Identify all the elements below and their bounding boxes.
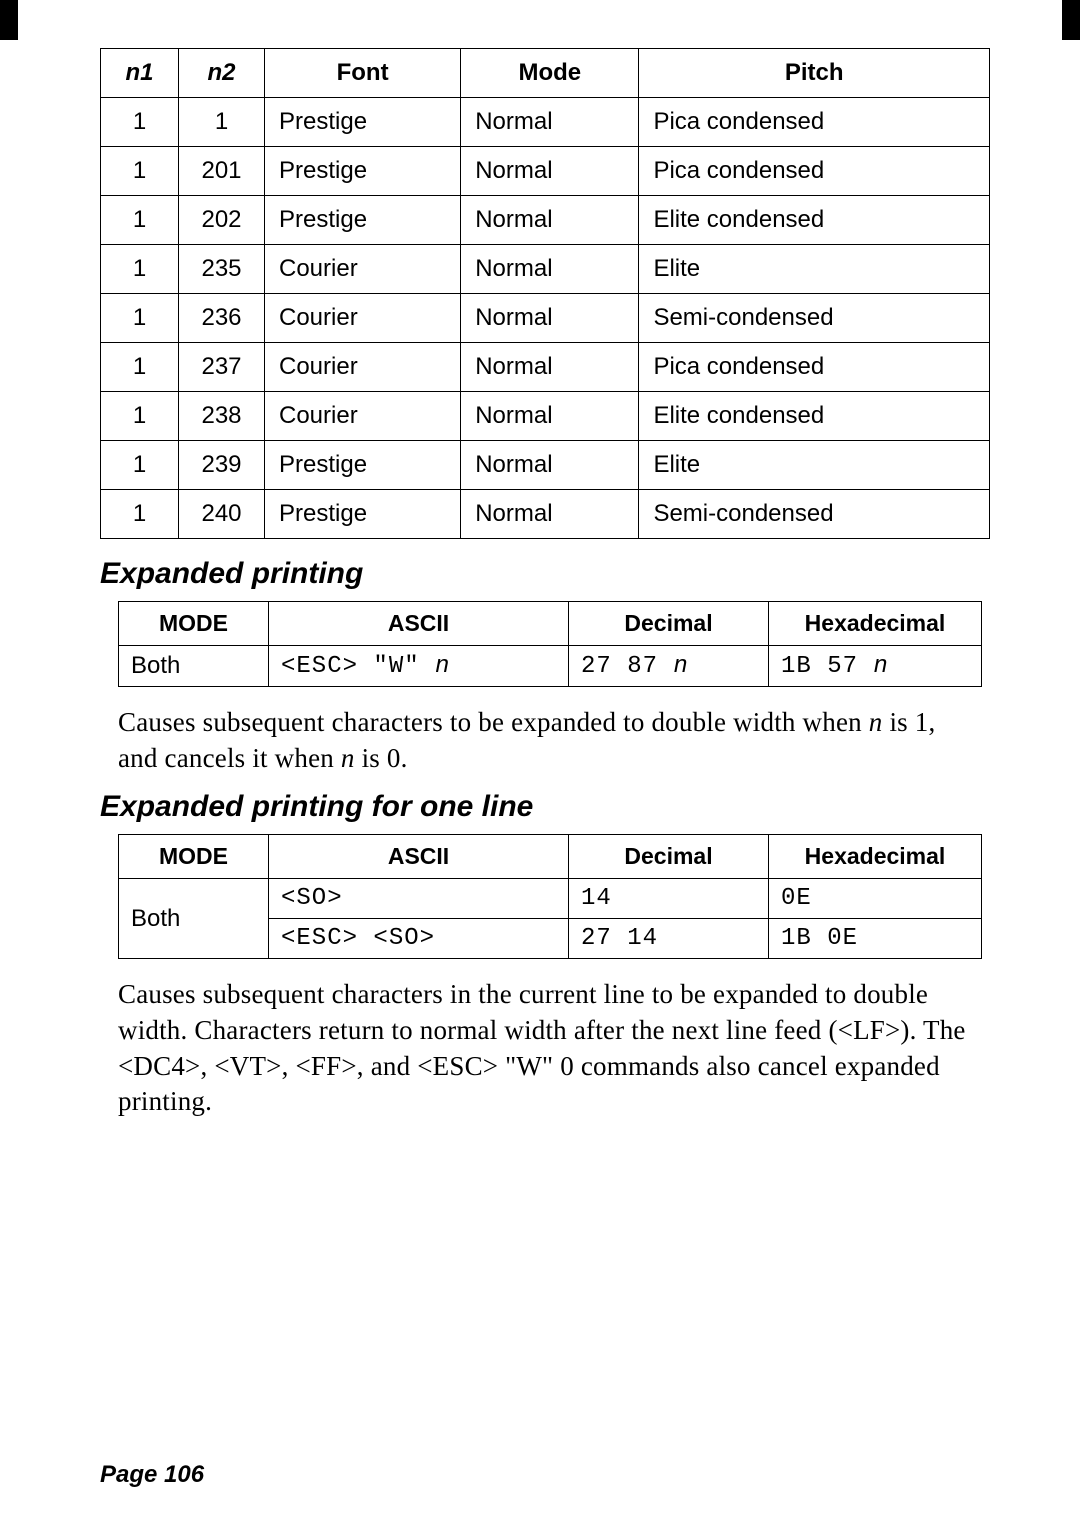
cell: Semi-condensed [639, 294, 990, 343]
cell: Pica condensed [639, 147, 990, 196]
cell-ascii: <SO> [269, 879, 569, 919]
col-n2: n2 [179, 49, 265, 98]
cell-hex: 1B 57 n [769, 646, 982, 687]
col-font: Font [265, 49, 461, 98]
cell-decimal: 14 [569, 879, 769, 919]
cell: Normal [461, 294, 639, 343]
cell: Normal [461, 245, 639, 294]
page-number: Page 106 [100, 1461, 204, 1489]
cell: Elite [639, 441, 990, 490]
col-hex: Hexadecimal [769, 602, 982, 646]
cell: Normal [461, 343, 639, 392]
decorative-edge-left [0, 0, 18, 40]
cell: 201 [179, 147, 265, 196]
cell: Courier [265, 343, 461, 392]
table-row: Both <ESC> "W" n 27 87 n 1B 57 n [119, 646, 982, 687]
cell-decimal: 27 87 n [569, 646, 769, 687]
cell: Normal [461, 490, 639, 539]
cell: 202 [179, 196, 265, 245]
font-mode-table: n1 n2 Font Mode Pitch 11PrestigeNormalPi… [100, 48, 990, 539]
cell: 1 [101, 343, 179, 392]
cell: 1 [101, 441, 179, 490]
cell: 237 [179, 343, 265, 392]
col-mode: Mode [461, 49, 639, 98]
expanded-printing-one-line-description: Causes subsequent characters in the curr… [118, 977, 972, 1120]
table-header-row: MODE ASCII Decimal Hexadecimal [119, 835, 982, 879]
cell: 1 [101, 196, 179, 245]
table-row: 1236CourierNormalSemi-condensed [101, 294, 990, 343]
col-mode: MODE [119, 835, 269, 879]
cell-decimal: 27 14 [569, 919, 769, 959]
col-n1: n1 [101, 49, 179, 98]
cell: Elite [639, 245, 990, 294]
expanded-printing-description: Causes subsequent characters to be expan… [118, 705, 972, 776]
cell-ascii: <ESC> <SO> [269, 919, 569, 959]
col-mode: MODE [119, 602, 269, 646]
table-row: 1237CourierNormalPica condensed [101, 343, 990, 392]
cell: Prestige [265, 441, 461, 490]
cell: 239 [179, 441, 265, 490]
heading-expanded-printing: Expanded printing [100, 557, 990, 591]
col-hex: Hexadecimal [769, 835, 982, 879]
cell-mode: Both [119, 646, 269, 687]
cell: Normal [461, 392, 639, 441]
cell: Prestige [265, 196, 461, 245]
cell-ascii: <ESC> "W" n [269, 646, 569, 687]
cell-mode: Both [119, 879, 269, 959]
cell: 240 [179, 490, 265, 539]
cell: 1 [101, 147, 179, 196]
col-pitch: Pitch [639, 49, 990, 98]
cell: 238 [179, 392, 265, 441]
cell: 1 [179, 98, 265, 147]
cell: 1 [101, 392, 179, 441]
cell: Prestige [265, 98, 461, 147]
col-ascii: ASCII [269, 835, 569, 879]
cell: Semi-condensed [639, 490, 990, 539]
cell: 1 [101, 294, 179, 343]
cell: Pica condensed [639, 343, 990, 392]
table-row: 1202PrestigeNormalElite condensed [101, 196, 990, 245]
cell: Elite condensed [639, 392, 990, 441]
cell: Normal [461, 441, 639, 490]
cell-hex: 1B 0E [769, 919, 982, 959]
cell: Normal [461, 147, 639, 196]
table-header-row: MODE ASCII Decimal Hexadecimal [119, 602, 982, 646]
expanded-printing-table: MODE ASCII Decimal Hexadecimal Both <ESC… [118, 601, 982, 687]
col-ascii: ASCII [269, 602, 569, 646]
expanded-printing-one-line-table: MODE ASCII Decimal Hexadecimal Both <SO>… [118, 834, 982, 959]
table-row: 1235CourierNormalElite [101, 245, 990, 294]
cell: 235 [179, 245, 265, 294]
table-row: 1238CourierNormalElite condensed [101, 392, 990, 441]
cell: Normal [461, 196, 639, 245]
table-row: 11PrestigeNormalPica condensed [101, 98, 990, 147]
cell: 1 [101, 98, 179, 147]
table-header-row: n1 n2 Font Mode Pitch [101, 49, 990, 98]
cell: 1 [101, 490, 179, 539]
cell: Normal [461, 98, 639, 147]
table-row: 1201PrestigeNormalPica condensed [101, 147, 990, 196]
cell: Courier [265, 392, 461, 441]
cell: Courier [265, 245, 461, 294]
col-decimal: Decimal [569, 835, 769, 879]
decorative-edge-right [1062, 0, 1080, 40]
cell-hex: 0E [769, 879, 982, 919]
table-row: 1240PrestigeNormalSemi-condensed [101, 490, 990, 539]
col-decimal: Decimal [569, 602, 769, 646]
cell: Pica condensed [639, 98, 990, 147]
cell: Prestige [265, 147, 461, 196]
table-row: 1239PrestigeNormalElite [101, 441, 990, 490]
cell: 236 [179, 294, 265, 343]
heading-expanded-printing-one-line: Expanded printing for one line [100, 790, 990, 824]
cell: Courier [265, 294, 461, 343]
cell: Prestige [265, 490, 461, 539]
cell: Elite condensed [639, 196, 990, 245]
cell: 1 [101, 245, 179, 294]
table-row: Both <SO> 14 0E [119, 879, 982, 919]
